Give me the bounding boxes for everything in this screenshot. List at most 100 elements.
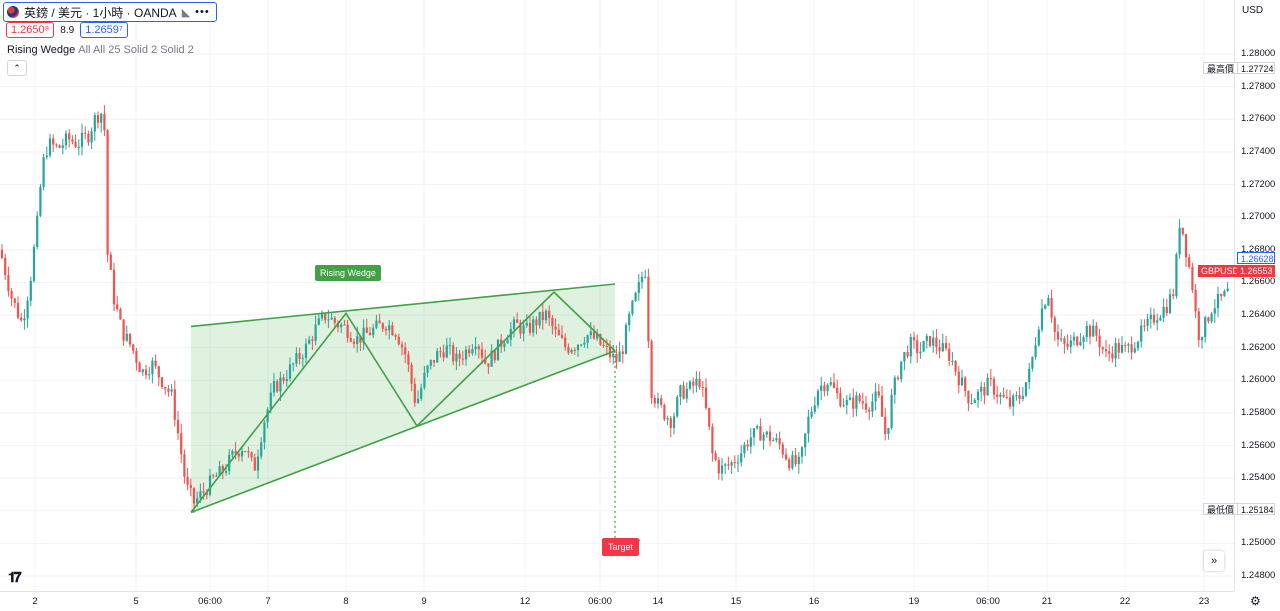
candle-body [439,351,442,353]
candle-body [100,113,103,123]
candle-body [202,491,205,493]
candle-body [340,324,343,328]
target-label[interactable]: Target [602,538,640,556]
candle-body [951,360,954,362]
price-tick-label: 1.28000 [1241,48,1276,59]
candle-body [829,382,832,385]
candle-body [208,475,212,495]
candle-body [1127,344,1130,346]
candle-body [1072,336,1076,341]
candle-body [506,339,509,344]
candle-body [1207,317,1210,322]
price-tick-label: 1.27600 [1241,113,1276,125]
candle-body [1053,317,1056,332]
candle-body [266,409,269,423]
candle-body [538,311,541,326]
price-tick-label: 1.26800 [1241,243,1276,255]
candle-body [205,492,208,495]
wedge-fill [191,284,615,513]
tradingview-logo[interactable]: 𝟏𝟕 [8,569,22,585]
candle-body [237,453,240,457]
candle-body [1085,325,1088,338]
candle-body [288,364,292,379]
sell-price-button[interactable]: 1.2650⁸ [6,22,55,38]
candle-body [263,422,266,443]
flag-marker-icon[interactable]: ◣ [181,6,191,19]
candle-body [973,400,976,403]
ask-price-tag: 1.26628 [1237,252,1275,264]
candle-body [624,325,628,354]
candle-body [420,387,423,399]
candle-body [276,381,279,392]
candle-body [247,451,250,453]
quote-row: 1.2650⁸ 8.9 1.2659⁷ [6,22,128,38]
candle-body [698,378,701,388]
candle-body [87,133,90,143]
candle-body [1124,345,1127,347]
candle-body [794,455,797,465]
candle-body [992,378,996,395]
candle-body [1005,396,1008,398]
candle-body [1034,345,1037,357]
candle-body [503,343,506,347]
candle-body [20,317,23,321]
candle-body [1044,305,1047,309]
candle-body [852,397,855,409]
candle-body [176,419,180,434]
candle-body [64,133,68,146]
candle-body [119,309,122,320]
candle-body [1136,341,1140,349]
candle-body [704,387,708,408]
candle-body [580,344,583,346]
candle-body [413,383,416,403]
candle-body [858,395,861,402]
settings-gear-icon[interactable]: ⚙ [1250,594,1261,608]
candle-body [720,465,724,474]
candle-body [906,352,909,357]
candle-body [522,325,525,334]
candle-body [381,323,384,329]
candle-body [77,146,80,148]
candlestick-chart[interactable] [0,0,1234,591]
candle-body [279,377,282,392]
candle-body [138,362,141,373]
time-tick-label: 8 [343,596,349,607]
candle-body [621,351,624,354]
price-tick-label: 1.26400 [1241,309,1276,320]
symbol-selector[interactable]: 英鎊 / 美元 · 1小時 · OANDA ◣ ••• [3,2,217,22]
currency-button[interactable]: USD [1242,5,1264,16]
candle-body [1204,317,1207,338]
last-price-tag: 1.26553 [1237,265,1275,277]
candle-body [810,411,813,417]
candle-body [1220,293,1223,297]
chart-area[interactable]: Rising Wedge Target [0,0,1234,591]
time-tick-label: 16 [808,596,820,607]
candle-body [52,138,55,145]
candle-body [429,360,432,366]
price-tick-label: 1.24800 [1241,570,1276,581]
candle-body [816,390,820,406]
buy-price-button[interactable]: 1.2659⁷ [80,22,128,38]
candle-body [320,313,324,319]
candle-body [570,349,573,353]
indicator-legend[interactable]: Rising Wedge All All 25 Solid 2 Solid 2 [7,44,194,56]
candle-body [823,385,826,392]
candle-body [896,377,900,380]
candle-body [1104,349,1108,352]
scroll-to-realtime-icon[interactable]: » [1204,551,1224,571]
more-dots-icon[interactable]: ••• [195,6,210,18]
time-tick-label: 5 [133,596,139,607]
wedge-label[interactable]: Rising Wedge [315,265,381,281]
chevron-up-icon[interactable]: ⌃ [7,60,27,76]
time-tick-label: 22 [1119,596,1131,607]
candle-body [768,431,772,441]
candle-body [1092,325,1095,337]
candle-body [1066,343,1069,347]
candle-body [1130,344,1133,353]
lowest-tag-name: 最低價 [1203,503,1239,515]
candle-body [71,139,74,142]
candle-body [820,385,823,391]
candle-body [928,336,932,346]
candle-body [55,144,58,146]
candle-body [708,407,711,427]
